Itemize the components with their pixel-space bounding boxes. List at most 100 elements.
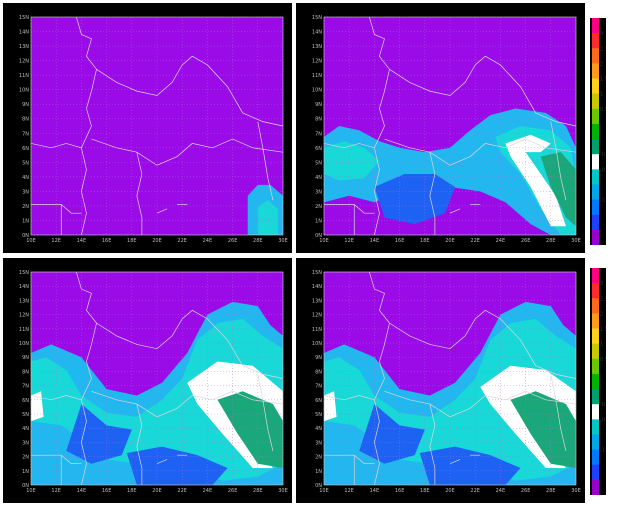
lat-label: 11N xyxy=(312,73,322,79)
lat-label: 4N xyxy=(22,426,29,432)
lat-label: 1N xyxy=(22,218,29,224)
lat-label: 5N xyxy=(22,412,29,418)
map-frame xyxy=(323,271,577,486)
border-east xyxy=(257,374,274,452)
lon-label: 28E xyxy=(253,238,263,244)
border-west xyxy=(323,395,375,401)
lat-label: 12N xyxy=(19,59,29,65)
colorbar-label: -0.25 xyxy=(600,402,606,408)
lon-label: 24E xyxy=(496,238,506,244)
lon-label: 26E xyxy=(521,488,531,494)
lat-label: 13N xyxy=(19,298,29,304)
border-west xyxy=(30,143,82,149)
contour-teal xyxy=(217,391,283,468)
lake-mark-1 xyxy=(449,459,461,465)
border-east xyxy=(550,374,567,452)
lon-label: 24E xyxy=(496,488,506,494)
lat-label: 11N xyxy=(19,73,29,79)
colorbar-swatch xyxy=(592,184,599,201)
lon-label: 10E xyxy=(319,488,329,494)
colorbar-swatch xyxy=(592,479,599,495)
lat-label: 7N xyxy=(315,131,322,137)
map-panel-bottom-right: 0N 1N 2N 3N 4N 5N 6N 7N 8N 9N 10N 11N 12N 13N 14N 15N 10… xyxy=(296,258,585,503)
lat-label: 5N xyxy=(315,412,322,418)
colorbar-bottom-svg: 3 2.5 2 1.5 1 0.5 -0.25 -0.75 -1.25 xyxy=(590,268,606,495)
lat-label: 6N xyxy=(22,398,29,404)
lat-label: 0N xyxy=(22,483,29,489)
map-panel-top-right: 0N 1N 2N 3N 4N 5N 6N 7N 8N 9N 10N 11N 12N 13N 14N 15N 10… xyxy=(296,3,585,253)
lon-label: 12E xyxy=(51,238,61,244)
border-car-north xyxy=(96,55,284,127)
lon-label: 20E xyxy=(445,488,455,494)
lat-label: 1N xyxy=(315,218,322,224)
colorbar-swatch xyxy=(592,108,599,125)
border-car-north xyxy=(389,309,577,379)
lon-label: 12E xyxy=(344,488,354,494)
lat-label: 8N xyxy=(315,369,322,375)
lon-label: 22E xyxy=(470,238,480,244)
lat-label: 0N xyxy=(22,233,29,239)
colorbar-top: 3 2.5 2 1.5 1 0.5 -0.25 -0.75 -1.25 xyxy=(590,18,606,245)
lat-label: 15N xyxy=(19,270,29,276)
lat-label: 2N xyxy=(315,455,322,461)
border-gabon xyxy=(324,454,375,465)
lat-label: 8N xyxy=(22,369,29,375)
lat-label: 13N xyxy=(19,44,29,50)
colorbar-swatch xyxy=(592,139,599,155)
colorbar-label: 3 xyxy=(600,31,603,37)
border-congo xyxy=(136,152,143,235)
lat-label: 4N xyxy=(22,175,29,181)
contour-white xyxy=(480,365,576,468)
border-west xyxy=(30,395,82,401)
lon-label: 20E xyxy=(152,488,162,494)
lat-label: 3N xyxy=(22,440,29,446)
lat-label: 10N xyxy=(312,88,322,94)
lat-label: 9N xyxy=(22,102,29,108)
colorbar-label: -1.25 xyxy=(600,198,606,204)
colorbar-label: 1.5 xyxy=(600,327,606,333)
border-car-south xyxy=(384,138,577,166)
lat-label: 8N xyxy=(22,117,29,123)
lat-label: 9N xyxy=(22,355,29,361)
lon-label: 18E xyxy=(420,238,430,244)
colorbar-swatch xyxy=(592,313,599,330)
colorbar-swatch xyxy=(592,434,599,451)
lon-label: 16E xyxy=(102,238,112,244)
lat-label: 3N xyxy=(22,189,29,195)
colorbar-swatch xyxy=(592,18,599,34)
border-east xyxy=(257,121,274,201)
border-congo xyxy=(429,403,436,485)
lat-label: 2N xyxy=(315,204,322,210)
lat-label: 14N xyxy=(312,284,322,290)
lon-label: 26E xyxy=(521,238,531,244)
colorbar-swatch xyxy=(592,229,599,245)
contour-white-west xyxy=(324,391,337,422)
lat-label: 6N xyxy=(315,398,322,404)
lat-label: 6N xyxy=(22,146,29,152)
colorbar-swatch xyxy=(592,123,599,140)
colorbar-label: 3 xyxy=(600,281,603,287)
lat-label: 0N xyxy=(315,233,322,239)
colorbar-swatch xyxy=(592,298,599,314)
border-gabon xyxy=(31,454,82,465)
lat-label: 15N xyxy=(312,15,322,21)
lat-label: 10N xyxy=(312,341,322,347)
map-panel-bottom-left: 0N 1N 2N 3N 4N 5N 6N 7N 8N 9N 10N 11N 12N 13N 14N 15N 10… xyxy=(3,258,292,503)
border-car-south xyxy=(384,390,577,418)
lat-label: 4N xyxy=(315,426,322,432)
lon-label: 28E xyxy=(546,238,556,244)
lat-label: 14N xyxy=(19,30,29,36)
lon-label: 26E xyxy=(228,488,238,494)
contour-blue-south xyxy=(126,446,228,485)
lake-mark-1 xyxy=(156,459,168,465)
colorbar-swatch xyxy=(592,373,599,390)
map-background xyxy=(31,17,283,235)
colorbar-label: 0.5 xyxy=(600,357,606,363)
colorbar-swatch xyxy=(592,154,599,170)
map-top-left: 0N 1N 2N 3N 4N 5N 6N 7N 8N 9N 10N 11N 12N 13N 14N 15N 10… xyxy=(19,15,288,244)
lon-label: 26E xyxy=(228,238,238,244)
lat-label: 4N xyxy=(315,175,322,181)
lat-label: 1N xyxy=(22,469,29,475)
map-panel-top-left: 0N 1N 2N 3N 4N 5N 6N 7N 8N 9N 10N 11N 12N 13N 14N 15N 10… xyxy=(3,3,292,253)
lat-label: 11N xyxy=(19,327,29,333)
